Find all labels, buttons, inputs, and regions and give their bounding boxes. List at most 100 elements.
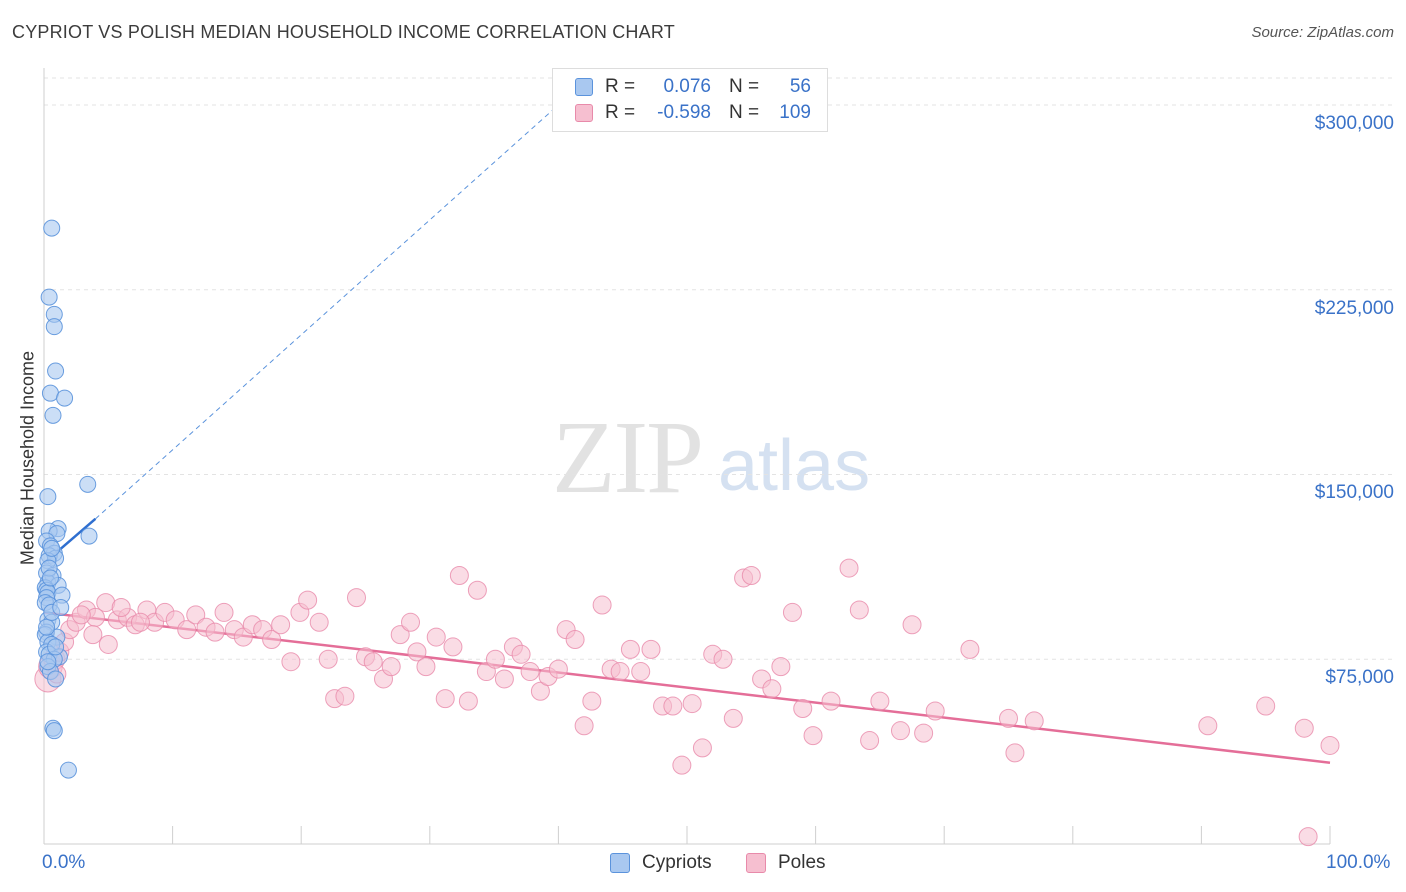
poles-point [1256, 696, 1276, 716]
poles-point [582, 691, 602, 711]
poles-point [782, 602, 802, 622]
chart-source: Source: ZipAtlas.com [1251, 24, 1394, 41]
poles-point [565, 630, 585, 650]
cypriots-point [56, 389, 74, 407]
poles-point [914, 723, 934, 743]
x-tick-label-max: 100.0% [1326, 852, 1391, 873]
poles-point [71, 605, 91, 625]
poles-point [741, 565, 761, 585]
poles-point [309, 612, 329, 632]
poles-point [443, 637, 463, 657]
poles-point [186, 605, 206, 625]
cypriots-point [41, 569, 59, 587]
cypriots-point [43, 539, 61, 557]
poles-point [592, 595, 612, 615]
cypriots-point [43, 219, 61, 237]
poles-point [762, 679, 782, 699]
r-label: R = [605, 102, 636, 123]
cypriots-point [79, 475, 97, 493]
cypriots-point [45, 722, 63, 740]
axes [43, 68, 1331, 845]
poles-point [346, 588, 366, 608]
watermark-zip: ZIP [552, 400, 704, 515]
poles-swatch [746, 853, 766, 873]
poles-point [803, 726, 823, 746]
poles-point [849, 600, 869, 620]
poles-point [1298, 827, 1318, 847]
poles-point [925, 701, 945, 721]
poles-point [663, 696, 683, 716]
poles-point [631, 662, 651, 682]
poles-point [860, 731, 880, 751]
poles-point [401, 612, 421, 632]
cypriots-point [52, 599, 70, 617]
poles-point [485, 649, 505, 669]
poles-point [1320, 735, 1340, 755]
y-axis-title: Median Household Income [17, 350, 38, 566]
poles-point [960, 639, 980, 659]
poles-point [1294, 718, 1314, 738]
cypriots-point [39, 653, 57, 671]
poles-point [793, 699, 813, 719]
poles-point [890, 721, 910, 741]
poles-point [1198, 716, 1218, 736]
r-label: R = [605, 76, 636, 97]
poles-point [177, 620, 197, 640]
poles-point [298, 590, 318, 610]
poles-point [682, 694, 702, 714]
n-label: N = [729, 102, 760, 123]
cypriots-point [47, 638, 65, 656]
poles-point [458, 691, 478, 711]
poles-point [870, 691, 890, 711]
cypriots-trend-extension [95, 104, 559, 520]
poles-point [771, 657, 791, 677]
poles-point [713, 649, 733, 669]
poles-point [262, 630, 282, 650]
poles-point [1024, 711, 1044, 731]
poles-point [363, 652, 383, 672]
poles-point [530, 681, 550, 701]
poles-point [494, 669, 514, 689]
cypriots-swatch [610, 853, 630, 873]
cypriots-point [39, 488, 57, 506]
cypriots-point [47, 670, 65, 688]
poles-point [511, 644, 531, 664]
poles-label: Poles [778, 852, 826, 873]
poles-point [620, 639, 640, 659]
legend-item-cypriots[interactable]: Cypriots [610, 852, 712, 874]
trend-lines [43, 104, 1331, 764]
poles-point [1005, 743, 1025, 763]
poles-point [407, 642, 427, 662]
poles-point [723, 708, 743, 728]
chart-title: CYPRIOT VS POLISH MEDIAN HOUSEHOLD INCOM… [12, 22, 675, 42]
n-value: 109 [779, 102, 811, 123]
poles-swatch [575, 104, 593, 122]
n-value: 56 [789, 76, 811, 97]
n-label: N = [729, 76, 760, 97]
cypriots-point [40, 288, 58, 306]
poles-point [839, 558, 859, 578]
cypriots-point [44, 406, 62, 424]
y-tick-label: $225,000 [1314, 297, 1394, 319]
poles-point [318, 649, 338, 669]
cypriots-point [59, 761, 77, 779]
poles-point [610, 662, 630, 682]
poles-point [281, 652, 301, 672]
cypriots-point [45, 318, 63, 336]
poles-point [271, 615, 291, 635]
legend-item-poles[interactable]: Poles [746, 852, 826, 874]
x-tick-label-min: 0.0% [42, 852, 86, 873]
poles-point [416, 657, 436, 677]
poles-point [83, 625, 103, 645]
poles-point [335, 686, 355, 706]
cypriots-label: Cypriots [642, 852, 712, 873]
cypriots-point [41, 384, 59, 402]
poles-point [902, 615, 922, 635]
poles-point [435, 689, 455, 709]
poles-point [98, 634, 118, 654]
poles-point [467, 580, 487, 600]
poles-point [390, 625, 410, 645]
poles-point [641, 639, 661, 659]
poles-point [381, 657, 401, 677]
cypriots-point [38, 618, 56, 636]
